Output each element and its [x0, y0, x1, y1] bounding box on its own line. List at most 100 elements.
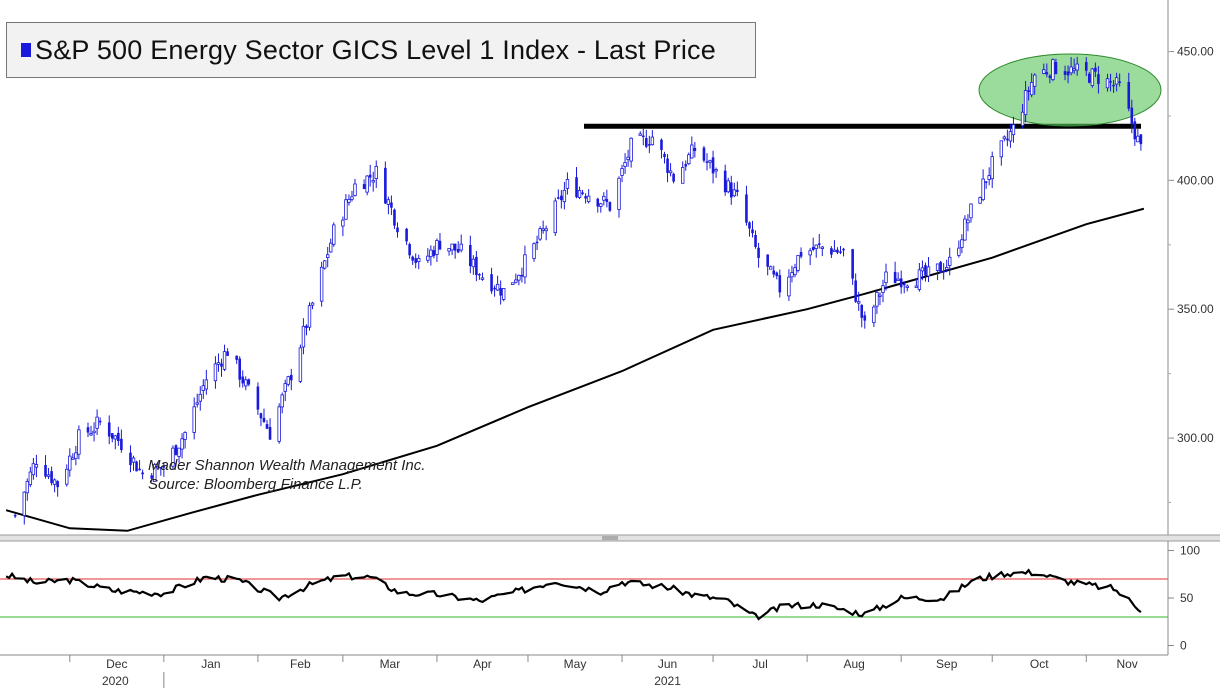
candle — [811, 237, 815, 252]
candle — [902, 281, 906, 294]
candle — [1051, 58, 1055, 82]
candle — [617, 176, 621, 218]
candle — [22, 491, 26, 525]
candle — [1139, 134, 1143, 151]
candle — [817, 233, 821, 249]
candle — [426, 248, 430, 263]
candle — [1094, 62, 1097, 78]
candle — [532, 242, 536, 262]
candle — [966, 214, 970, 232]
candle — [447, 248, 451, 256]
candle — [1136, 128, 1140, 143]
month-label: Mar — [380, 657, 401, 671]
candle — [456, 241, 460, 254]
candle — [645, 129, 648, 149]
candle — [28, 466, 33, 488]
candle — [247, 378, 251, 387]
candle — [235, 355, 238, 364]
candle — [978, 196, 982, 204]
candle — [560, 189, 563, 209]
candle — [1133, 117, 1137, 146]
candle — [480, 272, 485, 281]
candle — [957, 240, 961, 258]
candle — [766, 254, 769, 276]
candle — [1072, 58, 1076, 74]
candle — [286, 375, 290, 387]
candle — [259, 412, 263, 426]
panel-divider[interactable] — [0, 535, 1220, 541]
candle — [999, 140, 1004, 166]
candle — [832, 240, 837, 252]
candle — [565, 172, 570, 195]
candle — [1006, 129, 1009, 147]
candle — [277, 403, 281, 444]
candle — [1023, 80, 1028, 123]
candle — [729, 175, 733, 205]
candle — [305, 324, 308, 336]
candle — [702, 145, 706, 163]
candle — [1002, 135, 1007, 142]
candle — [322, 259, 327, 270]
candle — [453, 243, 457, 259]
candle — [620, 164, 624, 183]
candle — [687, 152, 691, 166]
candle — [1069, 56, 1073, 76]
candle — [432, 245, 436, 259]
candle — [280, 392, 284, 414]
candle — [1066, 65, 1070, 84]
price-tick-label: 450.00 — [1177, 45, 1214, 59]
month-label: Aug — [843, 657, 864, 671]
candle — [177, 447, 181, 463]
candle — [708, 159, 712, 169]
candle — [13, 513, 17, 519]
candle — [860, 303, 864, 328]
candle — [1027, 86, 1030, 101]
month-label: Jul — [752, 657, 767, 671]
divider-grip-icon — [602, 536, 618, 540]
candle — [475, 250, 478, 282]
year-label: 2020 — [102, 674, 129, 688]
candle — [307, 302, 312, 331]
candle — [896, 272, 900, 281]
candle — [599, 202, 603, 213]
candle — [174, 444, 178, 456]
candle — [301, 318, 306, 355]
price-tick-label: 300.00 — [1177, 431, 1214, 445]
candle — [386, 196, 391, 215]
candle — [511, 282, 515, 285]
month-label: Apr — [473, 657, 492, 671]
candle — [201, 379, 205, 400]
candle — [538, 226, 542, 241]
candle — [495, 275, 500, 292]
month-label: Jun — [658, 657, 677, 671]
candle — [872, 304, 876, 328]
candle — [1042, 63, 1046, 75]
candle — [884, 263, 888, 291]
candlestick-series-top — [978, 56, 1143, 204]
candle — [924, 262, 927, 282]
price-plot-bg — [0, 0, 1168, 536]
candle — [129, 445, 132, 473]
candle — [535, 235, 539, 251]
candle — [638, 131, 642, 136]
candle — [1097, 66, 1100, 94]
candle — [396, 222, 399, 238]
candle — [71, 453, 75, 460]
candle — [714, 167, 718, 178]
candle — [517, 274, 521, 286]
candle — [1112, 80, 1115, 93]
candle — [878, 292, 882, 306]
time-axis-labels: Dec Jan Feb Mar Apr May Jun Jul Aug Sep Oct Nov 2020… — [69, 655, 1138, 688]
candle — [1114, 72, 1119, 92]
candle — [1090, 67, 1095, 88]
candle — [262, 408, 266, 424]
candle — [793, 263, 797, 278]
candle — [623, 153, 627, 174]
candle — [1109, 73, 1112, 92]
candle — [1032, 73, 1037, 95]
oscillator-tick-label: 0 — [1180, 639, 1187, 653]
candle — [110, 432, 114, 443]
candle — [602, 192, 606, 206]
candle — [256, 382, 260, 415]
candle — [963, 215, 967, 241]
